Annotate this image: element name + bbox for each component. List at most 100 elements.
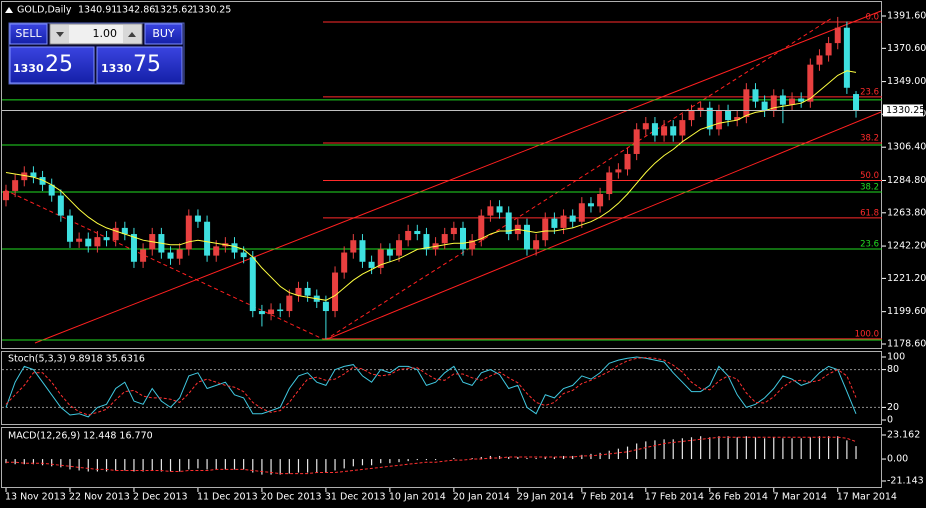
buy-price-small: 75 xyxy=(133,52,161,77)
candle-body xyxy=(213,246,220,256)
y-tick-label: 0.00 xyxy=(887,454,908,465)
x-tick-label: 29 Jan 2014 xyxy=(517,492,574,503)
x-tick-label: 20 Dec 2013 xyxy=(261,492,322,503)
candle-body xyxy=(715,110,722,130)
fibo-label: 23.6 xyxy=(860,87,879,97)
candle-body xyxy=(798,98,805,102)
stoch-title: Stoch(5,3,3) 9.8918 35.6316 xyxy=(8,354,145,365)
candle-body xyxy=(103,237,110,241)
candle-body xyxy=(66,215,73,242)
y-tick-label: 100 xyxy=(887,352,905,363)
fibo-label: 61.8 xyxy=(860,208,879,218)
candle-body xyxy=(752,89,759,102)
candle-body xyxy=(441,234,448,244)
candle-body xyxy=(633,129,640,154)
y-tick-label: 1221.20 xyxy=(887,273,926,284)
y-tick-label: 20 xyxy=(887,402,899,413)
candle-body xyxy=(688,110,695,121)
candle-body xyxy=(487,206,494,216)
candle-body xyxy=(176,249,183,259)
candle-body xyxy=(597,194,604,207)
candle-body xyxy=(587,203,594,207)
bid-box xyxy=(883,104,923,117)
y-tick-label: 80 xyxy=(887,364,899,375)
candle-body xyxy=(94,237,101,247)
open: 1340.91 xyxy=(78,5,117,16)
candle-body xyxy=(834,27,841,44)
header: GOLD,Daily 1340.91 1342.86 1325.62 1330.… xyxy=(5,5,231,16)
sell-price-tile[interactable] xyxy=(9,46,95,84)
candle-body xyxy=(505,212,512,235)
candle-body xyxy=(121,227,128,235)
fibo-label: 38.2 xyxy=(860,134,879,144)
y-tick-label: 1370.60 xyxy=(887,43,926,54)
y-tick-label: 1306.40 xyxy=(887,142,926,153)
trend-dashed xyxy=(4,189,326,341)
buy-price-tile[interactable] xyxy=(96,46,183,84)
candle-body xyxy=(414,230,421,235)
sell-price-big: 1330 xyxy=(13,62,44,75)
candle-body xyxy=(807,64,814,102)
y-tick-label: 0 xyxy=(887,415,893,426)
candle-body xyxy=(277,309,284,312)
buy-label: BUY xyxy=(152,27,175,40)
bid-label: 1330.25 xyxy=(886,105,925,116)
lot-input[interactable] xyxy=(49,23,143,45)
channel-upper xyxy=(34,10,882,344)
candle-body xyxy=(816,55,823,65)
buy-price-big: 1330 xyxy=(101,62,132,75)
macd-panel xyxy=(1,427,882,488)
candle-body xyxy=(48,184,55,196)
indicator-line xyxy=(6,436,857,475)
candle-body xyxy=(542,218,549,241)
candle-body xyxy=(679,120,686,136)
candle-body xyxy=(770,95,777,111)
candle-body xyxy=(359,240,366,262)
candle-body xyxy=(286,295,293,312)
candle-body xyxy=(386,249,393,256)
sell-label: SELL xyxy=(15,27,42,40)
fibo-label: 0.0 xyxy=(865,13,879,23)
candle-body xyxy=(779,95,786,105)
x-tick-label: 17 Feb 2014 xyxy=(645,492,704,503)
low: 1325.62 xyxy=(154,5,193,16)
macd-title: MACD(12,26,9) 12.448 16.770 xyxy=(8,431,153,442)
collapse-icon[interactable] xyxy=(5,7,13,13)
candle-body xyxy=(853,94,860,111)
candle-body xyxy=(350,240,357,253)
candle-body xyxy=(140,249,147,262)
x-tick-label: 13 Nov 2013 xyxy=(5,492,66,503)
fibo-label: 38.2 xyxy=(860,183,879,193)
candle-body xyxy=(268,309,275,315)
candle-body xyxy=(569,215,576,222)
candle-body xyxy=(642,123,649,130)
candle-body xyxy=(21,172,28,181)
candle-body xyxy=(12,180,19,191)
buy-button[interactable] xyxy=(144,23,183,45)
candle-body xyxy=(725,110,732,121)
y-tick-label: 1178.60 xyxy=(887,339,926,350)
candle-body xyxy=(460,227,466,250)
candle-body xyxy=(3,190,9,201)
candle-body xyxy=(341,252,348,273)
candle-body xyxy=(167,252,174,259)
y-tick-label: -21.143 xyxy=(887,476,924,487)
sell-button[interactable] xyxy=(9,23,48,45)
candle-body xyxy=(761,101,768,111)
y-tick-label: 1349.00 xyxy=(887,76,926,87)
candle-body xyxy=(322,301,329,312)
fibo-label: 50.0 xyxy=(860,171,879,181)
indicator-line xyxy=(5,70,857,301)
candle-body xyxy=(615,169,622,173)
trade-panel: SELL 1.00 BUY 1330 25 1330 75 xyxy=(8,22,185,85)
y-tick-label: 1391.60 xyxy=(887,11,926,22)
candle-body xyxy=(396,240,403,256)
candle-body xyxy=(295,287,302,296)
candle-body xyxy=(112,227,119,241)
candle-body xyxy=(578,203,585,222)
indicator-line xyxy=(5,356,857,418)
lot-value: 1.00 xyxy=(93,27,118,40)
trend-dashed xyxy=(324,17,833,341)
